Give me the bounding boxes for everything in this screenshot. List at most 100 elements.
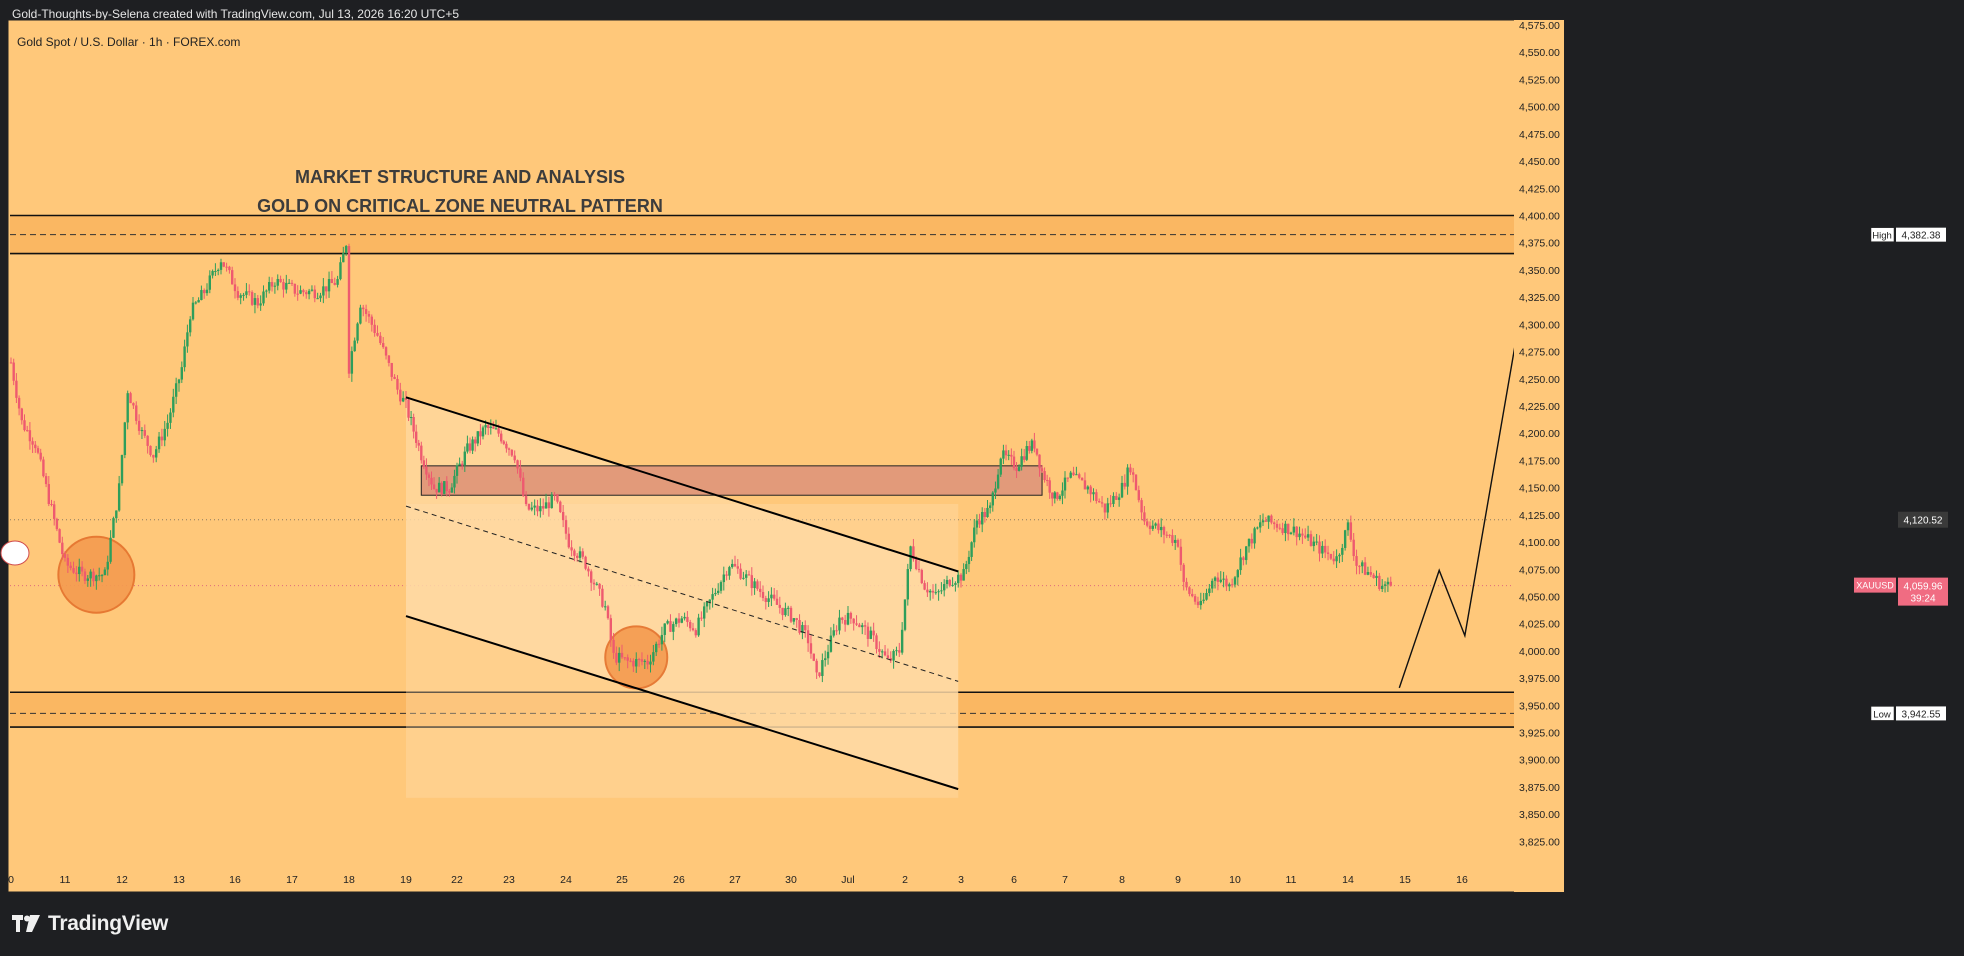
candle-body <box>962 569 965 581</box>
candle-body <box>843 620 847 625</box>
candle-body <box>1306 534 1310 538</box>
y-tick-label: 4,450.00 <box>1519 156 1560 168</box>
candle-body <box>1012 456 1016 469</box>
candle-body <box>739 568 742 579</box>
candle-body <box>1369 572 1372 575</box>
candle-body <box>750 575 753 589</box>
candle-body <box>1002 450 1005 459</box>
candle-body <box>1335 556 1338 562</box>
high-value-tag <box>1896 227 1946 242</box>
candle-body <box>500 433 503 442</box>
candle-body <box>544 502 548 509</box>
candle-body <box>1030 440 1034 451</box>
candle-body <box>1017 466 1021 471</box>
x-tick-label: 23 <box>503 874 515 886</box>
candle-body <box>923 583 926 590</box>
candle-body <box>494 428 498 430</box>
candle-body <box>775 598 779 605</box>
candle-body <box>835 630 838 632</box>
candle-body <box>581 551 584 557</box>
candle-body <box>878 649 881 652</box>
candle-body <box>265 290 268 292</box>
candle-body <box>576 555 579 558</box>
candle-body <box>522 477 525 496</box>
candle-body <box>866 626 870 639</box>
candle-body <box>1160 526 1163 531</box>
candle-body <box>160 436 164 441</box>
candle-body <box>849 612 853 619</box>
candle-body <box>731 563 734 568</box>
candle-body <box>443 481 446 494</box>
candle-body <box>965 564 968 570</box>
candle-body <box>194 302 197 304</box>
candle-body <box>58 529 61 543</box>
candle-body <box>1179 546 1183 565</box>
candle-body <box>1148 525 1152 529</box>
candle-body <box>1051 492 1054 499</box>
candle-body <box>1267 515 1270 522</box>
candle-body <box>637 659 641 661</box>
candle-body <box>1015 468 1018 471</box>
candle-body <box>279 278 282 283</box>
candle-body <box>448 491 451 493</box>
candle-body <box>841 617 844 621</box>
candle-body <box>15 380 18 398</box>
candle-body <box>931 590 935 593</box>
candle-body <box>1321 545 1324 554</box>
candle-body <box>530 507 533 510</box>
candle-body <box>994 488 997 493</box>
candle-body <box>983 512 987 518</box>
x-tick-label: 8 <box>1119 874 1125 886</box>
tradingview-logo[interactable]: TradingView <box>12 912 168 936</box>
candle-body <box>233 284 237 292</box>
candle-body <box>379 335 382 344</box>
y-tick-label: 4,175.00 <box>1519 455 1560 467</box>
candle-body <box>886 655 890 659</box>
x-tick-label: 0 <box>8 874 14 886</box>
candle-body <box>322 286 325 296</box>
candle-body <box>1086 486 1089 490</box>
candle-body <box>1239 557 1242 571</box>
candle-body <box>556 494 559 502</box>
candle-body <box>1196 601 1200 606</box>
candle-body <box>906 569 909 600</box>
candle-body <box>120 455 124 484</box>
candle-body <box>55 518 59 530</box>
candle-body <box>728 567 731 576</box>
candle-body <box>697 617 700 636</box>
candle-body <box>273 285 277 287</box>
candle-body <box>550 494 553 509</box>
candle-body <box>1352 539 1355 557</box>
candle-body <box>458 463 461 466</box>
candle-body <box>824 658 827 661</box>
candle-body <box>606 606 610 619</box>
candle-body <box>177 379 181 384</box>
candle-body <box>1378 575 1381 590</box>
x-tick-label: 15 <box>1399 874 1411 886</box>
candle-body <box>1312 541 1315 547</box>
candle-body <box>513 455 516 461</box>
comment-bubble-icon[interactable] <box>0 540 30 566</box>
candle-body <box>524 495 528 505</box>
candle-body <box>626 657 629 661</box>
candle-body <box>778 604 781 608</box>
candle-body <box>970 542 973 557</box>
candle-body <box>1281 528 1284 534</box>
candle-body <box>973 527 976 543</box>
candle-body <box>1287 523 1290 535</box>
candle-body <box>1010 454 1013 457</box>
candle-body <box>319 295 322 299</box>
candle-body <box>327 278 331 292</box>
candle-body <box>1261 520 1265 523</box>
candle-body <box>564 520 568 534</box>
candle-body <box>978 520 981 525</box>
candle-body <box>123 422 127 456</box>
candle-body <box>798 620 801 633</box>
candle-body <box>362 307 365 310</box>
y-tick-label: 4,400.00 <box>1519 210 1560 222</box>
candle-body <box>1236 570 1239 578</box>
candle-body <box>516 460 519 469</box>
candle-body <box>1346 522 1350 531</box>
candle-body <box>722 574 725 583</box>
